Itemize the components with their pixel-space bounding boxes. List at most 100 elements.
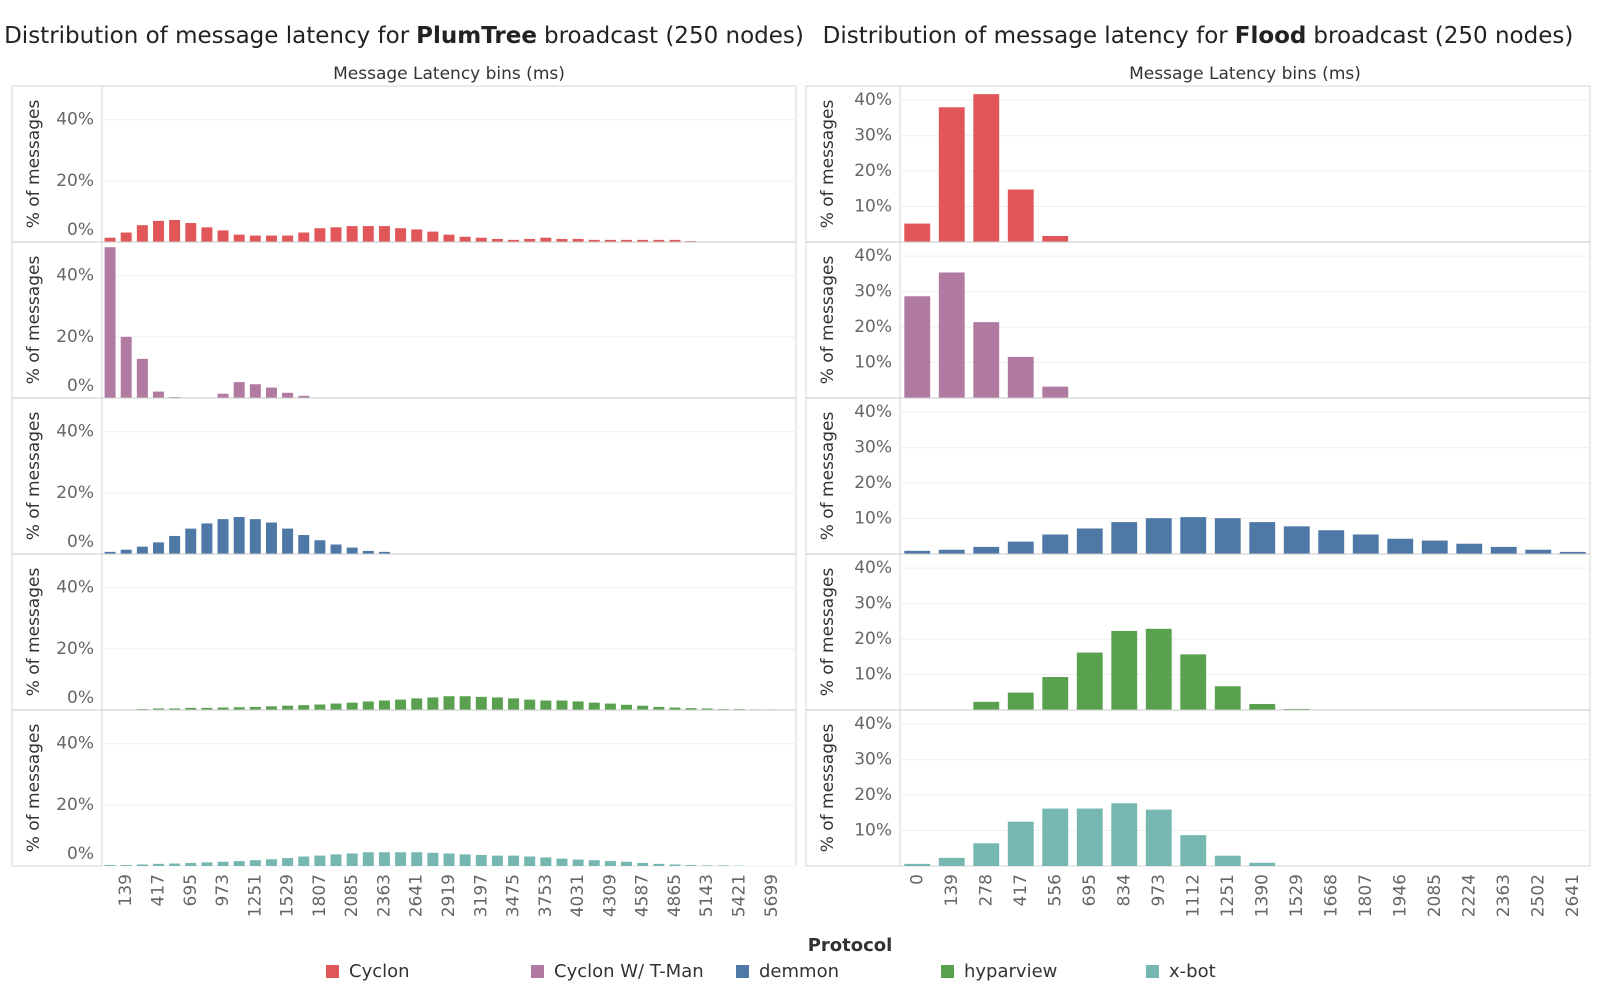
legend-label: Cyclon bbox=[349, 961, 410, 982]
bar bbox=[427, 852, 439, 866]
bar bbox=[346, 853, 358, 866]
bar bbox=[362, 550, 374, 554]
legend-label: x-bot bbox=[1169, 961, 1216, 982]
bar bbox=[1042, 677, 1069, 710]
bar bbox=[973, 546, 1000, 554]
bar bbox=[491, 697, 503, 710]
bar bbox=[1180, 654, 1207, 710]
bar bbox=[411, 229, 423, 242]
bar bbox=[427, 697, 439, 710]
bar bbox=[1076, 652, 1103, 710]
bar bbox=[653, 239, 665, 242]
bar bbox=[346, 702, 358, 710]
bar bbox=[938, 857, 965, 866]
y-tick-label: 20% bbox=[854, 317, 892, 337]
y-tick-label: 20% bbox=[56, 795, 94, 815]
bar bbox=[459, 854, 471, 866]
y-axis-title: % of messages bbox=[818, 256, 838, 385]
bar bbox=[1111, 803, 1138, 866]
bar bbox=[282, 528, 294, 554]
bar bbox=[136, 864, 148, 866]
y-tick-label: 30% bbox=[854, 438, 892, 458]
bar bbox=[588, 239, 600, 242]
x-tick-label: 2641 bbox=[407, 874, 427, 917]
bar bbox=[491, 238, 503, 242]
y-axis-title: % of messages bbox=[24, 412, 44, 541]
bar bbox=[282, 858, 294, 866]
bar bbox=[701, 708, 713, 710]
bar bbox=[217, 230, 229, 242]
bar bbox=[669, 864, 681, 866]
bar bbox=[556, 858, 568, 866]
y-tick-label: 0% bbox=[67, 688, 94, 708]
y-tick-label: 40% bbox=[56, 422, 94, 442]
bar bbox=[217, 861, 229, 866]
bar bbox=[621, 239, 633, 242]
title-part: Distribution of message latency for bbox=[4, 23, 410, 49]
bar bbox=[621, 704, 633, 710]
x-tick-label: 417 bbox=[148, 874, 168, 906]
x-tick-label: 1251 bbox=[1218, 874, 1238, 917]
title-part: broadcast (250 nodes) bbox=[544, 23, 804, 49]
y-axis-title: % of messages bbox=[24, 256, 44, 385]
x-tick-label: 2363 bbox=[374, 874, 394, 917]
bar bbox=[249, 384, 261, 398]
bar bbox=[508, 698, 520, 710]
x-tick-label: 1251 bbox=[245, 874, 265, 917]
title-part: Distribution of message latency for bbox=[823, 23, 1229, 49]
bar bbox=[1007, 189, 1034, 242]
bar bbox=[1007, 541, 1034, 554]
bar bbox=[330, 703, 342, 710]
x-tick-label: 5421 bbox=[730, 874, 750, 917]
bar bbox=[508, 855, 520, 866]
bar bbox=[314, 855, 326, 866]
bar bbox=[1559, 551, 1586, 554]
legend-label: demmon bbox=[759, 961, 839, 982]
y-tick-label: 0% bbox=[67, 220, 94, 240]
y-tick-label: 40% bbox=[854, 558, 892, 578]
legend-swatch bbox=[326, 965, 339, 978]
y-axis-title: % of messages bbox=[24, 100, 44, 229]
bar bbox=[973, 843, 1000, 866]
panel-frame bbox=[805, 85, 1591, 867]
bar bbox=[233, 234, 245, 242]
bar bbox=[153, 391, 164, 398]
bar bbox=[1214, 518, 1241, 554]
bar bbox=[637, 705, 649, 710]
bar bbox=[1042, 534, 1069, 554]
bar bbox=[1076, 808, 1103, 866]
y-tick-label: 10% bbox=[854, 353, 892, 373]
bar bbox=[572, 701, 584, 710]
bar bbox=[233, 516, 245, 554]
bar bbox=[265, 706, 277, 710]
x-tick-label: 1390 bbox=[1252, 874, 1272, 917]
bar bbox=[604, 703, 616, 710]
bar bbox=[459, 236, 471, 242]
bar bbox=[265, 522, 277, 554]
bar bbox=[217, 707, 229, 710]
bar bbox=[185, 707, 197, 710]
bar bbox=[459, 696, 471, 710]
bar bbox=[637, 862, 649, 866]
bar bbox=[540, 700, 552, 710]
bar bbox=[1145, 518, 1172, 554]
bar bbox=[556, 238, 568, 242]
y-tick-label: 40% bbox=[854, 246, 892, 266]
bar bbox=[395, 228, 407, 242]
bar bbox=[169, 535, 181, 554]
y-tick-label: 30% bbox=[854, 126, 892, 146]
bar bbox=[653, 706, 665, 710]
y-tick-label: 30% bbox=[854, 282, 892, 302]
bar bbox=[1387, 538, 1414, 554]
bar bbox=[104, 865, 116, 866]
bar bbox=[346, 226, 358, 242]
legend-swatch bbox=[1146, 965, 1159, 978]
bar bbox=[1042, 386, 1069, 398]
bar bbox=[904, 296, 931, 398]
bar bbox=[378, 700, 390, 710]
legend-title: Protocol bbox=[808, 935, 893, 956]
bar bbox=[185, 223, 197, 242]
bar bbox=[973, 322, 1000, 398]
bar bbox=[330, 544, 342, 554]
